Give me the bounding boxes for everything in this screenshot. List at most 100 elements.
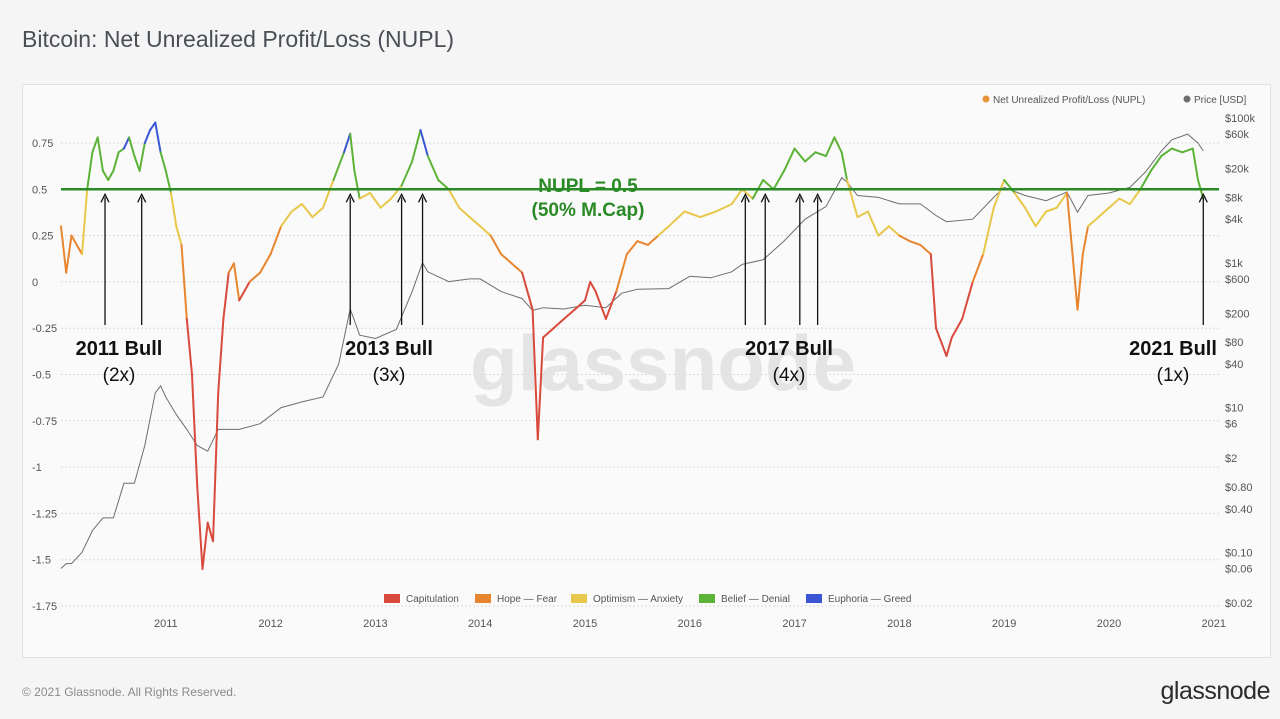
annotation-arrow-head [795, 192, 805, 203]
nupl-segment [510, 262, 524, 274]
legend-optimism-anxiety-swatch [571, 594, 587, 603]
nupl-segment [814, 151, 827, 157]
nupl-segment [1191, 147, 1199, 181]
nupl-segment [589, 280, 597, 293]
nupl-segment [86, 151, 94, 191]
nupl-segment [935, 327, 948, 357]
annotation-arrow-head [417, 192, 428, 203]
nupl-segment [783, 147, 796, 172]
y-right-tick-label: $40 [1225, 359, 1243, 371]
nupl-segment [259, 253, 272, 274]
annotation-arrow-head [1198, 192, 1208, 203]
x-tick-label: 2011 [154, 618, 178, 630]
nupl-segment [390, 184, 403, 200]
y-right-tick-label: $80 [1225, 337, 1243, 349]
legend-bottom: Capitulation Hope — Fear Optimism — Anxi… [384, 594, 911, 605]
nupl-segment [112, 151, 120, 172]
nupl-segment [301, 203, 314, 219]
nupl-segment [961, 280, 974, 320]
price-series [60, 133, 1204, 569]
nupl-segment [1013, 192, 1027, 209]
nupl-segment [117, 147, 125, 154]
y-left-tick-label: -1.75 [32, 601, 57, 613]
nupl-segment [536, 336, 545, 441]
nupl-segment [353, 169, 361, 200]
y-right-tick-label: $60k [1225, 129, 1249, 141]
y-left-tick-label: -0.25 [32, 323, 57, 335]
nupl-segment [919, 243, 932, 256]
nupl-segment [154, 121, 162, 154]
y-right-tick-label: $0.10 [1225, 547, 1253, 559]
nupl-segment [489, 234, 503, 256]
nupl-segment [358, 192, 372, 200]
nupl-segment [1170, 147, 1184, 154]
nupl-segment [1149, 155, 1163, 172]
nupl-segment [1081, 225, 1089, 256]
nupl-segment [70, 234, 83, 256]
nupl-segment [825, 136, 836, 157]
glassnode-logo: glassnode [1160, 677, 1271, 705]
nupl-segment [908, 240, 922, 246]
nupl-segment [1108, 197, 1121, 209]
x-tick-label: 2013 [363, 618, 387, 630]
nupl-segment [479, 225, 492, 237]
legend-belief-denial-label: Belief — Denial [721, 594, 790, 605]
legend-euphoria-greed-swatch [806, 594, 822, 603]
nupl-segment [426, 155, 440, 181]
annotation-arrow-head [345, 192, 355, 203]
annotation-arrows [100, 192, 1208, 325]
nupl-segment [369, 192, 382, 209]
legend-euphoria-greed-label: Euphoria — Greed [828, 594, 911, 605]
y-right-tick-label: $4k [1225, 214, 1243, 226]
legend-price-dot [1183, 95, 1191, 103]
x-tick-label: 2017 [782, 618, 806, 630]
nupl-segment [793, 147, 807, 163]
nupl-segment [945, 336, 953, 357]
nupl-segment [500, 253, 513, 265]
nupl-segment [636, 240, 649, 246]
nupl-segment [107, 169, 115, 181]
nupl-segment [419, 129, 429, 157]
copyright-text: © 2021 Glassnode. All Rights Reserved. [22, 685, 237, 699]
nupl-segment [447, 188, 461, 209]
nupl-segment [840, 151, 848, 181]
y-left-tick-label: -0.75 [32, 416, 57, 428]
nupl-segment [1128, 188, 1142, 206]
y-right-tick-label: $100k [1225, 113, 1255, 125]
nupl-segment [929, 253, 937, 330]
nupl-segment [212, 392, 220, 543]
y-left-tick-label: 0.75 [32, 138, 53, 150]
nupl-segment [833, 136, 843, 154]
nupl-segment [170, 192, 178, 228]
nupl-segment [81, 188, 89, 256]
nupl-segment [138, 142, 146, 172]
nupl-segment [715, 203, 733, 213]
y-right-tick-label: $200 [1225, 308, 1249, 320]
nupl-segment [311, 206, 324, 219]
nupl-segment [887, 225, 901, 237]
nupl-segment [625, 240, 639, 256]
nupl-segment [584, 280, 592, 302]
nupl-segment [1003, 179, 1016, 194]
legend-hope-fear-swatch [475, 594, 491, 603]
x-tick-label: 2016 [678, 618, 702, 630]
nupl-chart: glassnode 0.75 0.5 0.25 0 -0.25 -0.5 -0.75 -1 -1… [32, 95, 1255, 630]
nupl-segment [950, 317, 964, 339]
nupl-segment [1118, 197, 1131, 206]
reference-line-group: NUPL = 0.5 (50% M.Cap) [61, 176, 1219, 221]
watermark-text: glassnode [470, 319, 856, 407]
nupl-segment [185, 317, 193, 376]
y-left-tick-label: -1 [32, 462, 42, 474]
reference-line-label: NUPL = 0.5 [538, 176, 638, 197]
nupl-segment [992, 179, 1006, 209]
nupl-segment [191, 373, 199, 487]
annotation-arrow-head [137, 192, 147, 203]
annotation-2017-label: 2017 Bull [745, 338, 833, 360]
legend-optimism-anxiety-label: Optimism — Anxiety [593, 594, 683, 605]
annotation-labels: 2011 Bull (2x) 2013 Bull (3x) 2017 Bull … [76, 338, 1217, 386]
nupl-segment [741, 188, 754, 200]
nupl-segment [531, 308, 539, 441]
x-tick-label: 2019 [992, 618, 1016, 630]
nupl-segment [772, 169, 786, 191]
nupl-segment [149, 121, 157, 131]
